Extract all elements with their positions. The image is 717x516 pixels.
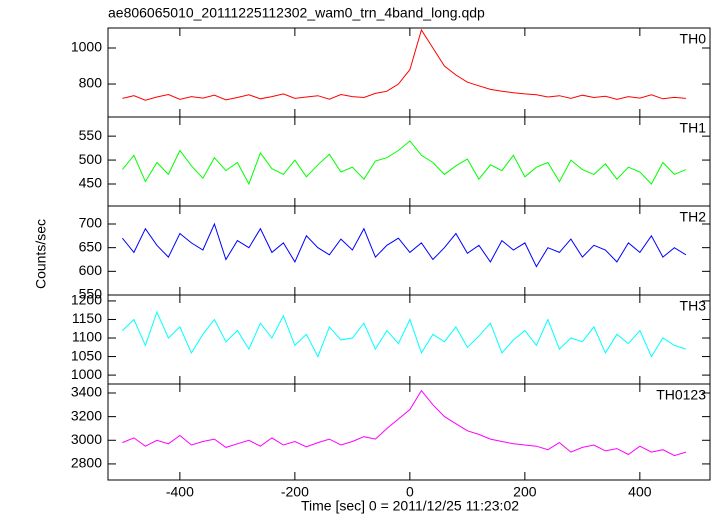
x-tick-label: 200 bbox=[513, 484, 537, 500]
series-line bbox=[122, 310, 687, 358]
x-tick-label: 400 bbox=[628, 484, 652, 500]
y-tick-label: 450 bbox=[79, 175, 103, 191]
y-tick-label: 500 bbox=[79, 151, 103, 167]
y-tick-label: 3200 bbox=[71, 407, 102, 423]
x-tick-label: -400 bbox=[166, 484, 194, 500]
y-tick-label: 1050 bbox=[71, 347, 102, 363]
panel-frame bbox=[107, 27, 711, 118]
x-tick-label: -200 bbox=[281, 484, 309, 500]
panel-frame bbox=[107, 294, 711, 385]
series-line bbox=[122, 140, 687, 186]
series-label: TH3 bbox=[680, 298, 707, 314]
series-line bbox=[122, 389, 687, 457]
x-axis-label: Time [sec] 0 = 2011/12/25 11:23:02 bbox=[301, 498, 519, 514]
y-tick-label: 1000 bbox=[71, 39, 102, 55]
panel-frame bbox=[107, 116, 711, 207]
y-tick-label: 800 bbox=[79, 75, 103, 91]
series-label: TH0 bbox=[680, 31, 707, 47]
y-tick-label: 1000 bbox=[71, 366, 102, 382]
y-tick-label: 3000 bbox=[71, 431, 102, 447]
series-line bbox=[122, 222, 687, 268]
y-tick-label: 650 bbox=[79, 238, 103, 254]
y-tick-label: 3400 bbox=[71, 384, 102, 400]
y-tick-label: 700 bbox=[79, 215, 103, 231]
y-tick-label: 1200 bbox=[71, 292, 102, 308]
series-line bbox=[122, 28, 686, 101]
y-tick-label: 600 bbox=[79, 262, 103, 278]
y-tick-label: 1100 bbox=[72, 329, 102, 345]
y-tick-label: 1150 bbox=[72, 310, 102, 326]
series-label: TH0123 bbox=[656, 387, 706, 403]
chart-title: ae806065010_20111225112302_wam0_trn_4ban… bbox=[108, 5, 485, 21]
series-label: TH1 bbox=[680, 120, 707, 136]
y-tick-label: 2800 bbox=[71, 455, 102, 471]
y-tick-label: 550 bbox=[79, 127, 103, 143]
x-tick-label: 0 bbox=[406, 484, 414, 500]
panel-frame bbox=[107, 383, 711, 481]
y-tick-label: 550 bbox=[79, 286, 103, 302]
series-label: TH2 bbox=[680, 209, 707, 225]
y-axis-label: Counts/sec bbox=[33, 219, 49, 289]
